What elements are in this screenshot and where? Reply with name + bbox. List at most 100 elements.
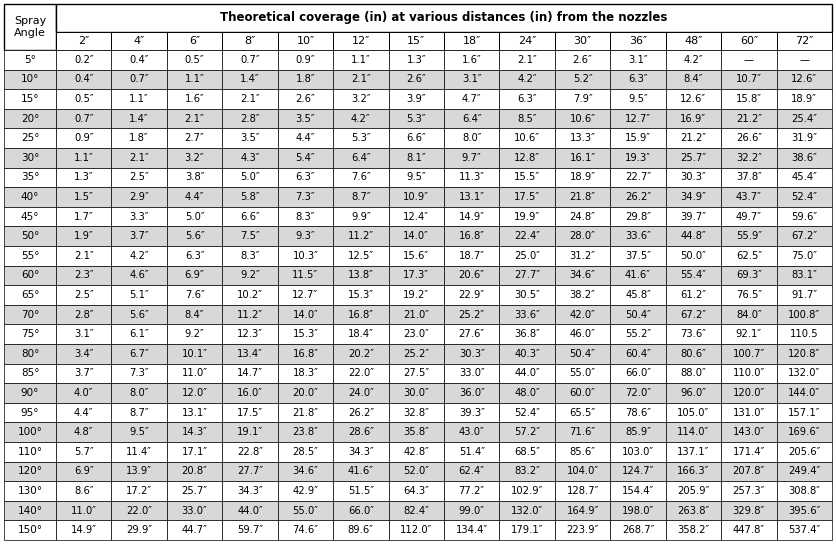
Bar	[389, 324, 444, 344]
Bar	[499, 109, 555, 128]
Bar	[555, 501, 610, 521]
Bar	[444, 501, 499, 521]
Text: 2.9″: 2.9″	[130, 192, 149, 202]
Bar	[111, 481, 167, 501]
Text: 308.8″: 308.8″	[788, 486, 820, 496]
Text: 17.5″: 17.5″	[514, 192, 540, 202]
Bar	[499, 285, 555, 305]
Text: 13.3″: 13.3″	[569, 133, 595, 143]
Bar	[721, 207, 777, 226]
Text: 16.1″: 16.1″	[569, 153, 595, 163]
Text: 9.5″: 9.5″	[628, 94, 648, 104]
Text: 36″: 36″	[629, 36, 647, 46]
Text: 3.7″: 3.7″	[74, 368, 94, 379]
Bar	[56, 246, 111, 265]
Text: 55.2″: 55.2″	[625, 329, 651, 339]
Text: 45°: 45°	[21, 212, 39, 221]
Text: 19.9″: 19.9″	[514, 212, 540, 221]
Text: 8.1″: 8.1″	[406, 153, 426, 163]
Text: 9.2″: 9.2″	[240, 270, 260, 280]
Text: 91.7″: 91.7″	[791, 290, 818, 300]
Text: 67.2″: 67.2″	[681, 310, 706, 320]
Bar	[56, 481, 111, 501]
Text: 34.6″: 34.6″	[293, 466, 319, 477]
Text: 65.5″: 65.5″	[569, 407, 595, 418]
Text: 14.7″: 14.7″	[237, 368, 263, 379]
Text: 2.6″: 2.6″	[573, 55, 593, 65]
Bar	[333, 89, 389, 109]
Text: 15.3″: 15.3″	[293, 329, 319, 339]
Bar	[444, 207, 499, 226]
Text: 3.1″: 3.1″	[462, 75, 482, 84]
Text: 70°: 70°	[21, 310, 39, 320]
Bar	[499, 265, 555, 285]
Bar	[56, 226, 111, 246]
Bar	[555, 383, 610, 403]
Bar	[4, 109, 56, 128]
Text: 1.7″: 1.7″	[74, 212, 94, 221]
Text: 130°: 130°	[18, 486, 43, 496]
Text: 3.7″: 3.7″	[130, 231, 149, 241]
Text: 25.2″: 25.2″	[403, 349, 430, 359]
Text: 537.4″: 537.4″	[788, 525, 820, 535]
Text: 5.1″: 5.1″	[130, 290, 149, 300]
Text: 38.2″: 38.2″	[569, 290, 595, 300]
Bar	[777, 344, 832, 363]
Bar	[111, 246, 167, 265]
Bar	[610, 187, 665, 207]
Text: 3.2″: 3.2″	[185, 153, 204, 163]
Text: 3.3″: 3.3″	[130, 212, 149, 221]
Bar	[4, 403, 56, 422]
Text: 85.9″: 85.9″	[625, 427, 651, 437]
Text: 1.8″: 1.8″	[296, 75, 315, 84]
Bar	[444, 226, 499, 246]
Bar	[167, 187, 222, 207]
Text: 12.5″: 12.5″	[348, 251, 374, 261]
Text: 24.8″: 24.8″	[569, 212, 595, 221]
Bar	[222, 265, 278, 285]
Text: 26.2″: 26.2″	[625, 192, 651, 202]
Text: 4.8″: 4.8″	[74, 427, 94, 437]
Bar	[56, 521, 111, 540]
Text: 5°: 5°	[24, 55, 36, 65]
Text: 12.4″: 12.4″	[403, 212, 429, 221]
Bar	[721, 363, 777, 383]
Text: 64.3″: 64.3″	[403, 486, 429, 496]
Text: 50.0″: 50.0″	[681, 251, 706, 261]
Text: 6.9″: 6.9″	[74, 466, 94, 477]
Text: 150°: 150°	[18, 525, 43, 535]
Bar	[610, 422, 665, 442]
Bar	[4, 363, 56, 383]
Text: 12.7″: 12.7″	[625, 114, 651, 123]
Bar	[111, 462, 167, 481]
Text: 120.8″: 120.8″	[788, 349, 820, 359]
Text: 9.5″: 9.5″	[130, 427, 149, 437]
Text: 13.4″: 13.4″	[237, 349, 263, 359]
Text: 8.4″: 8.4″	[684, 75, 703, 84]
Bar	[389, 383, 444, 403]
Bar	[111, 403, 167, 422]
Text: 0.7″: 0.7″	[130, 75, 149, 84]
Bar	[777, 305, 832, 324]
Bar	[389, 422, 444, 442]
Bar	[610, 226, 665, 246]
Bar	[499, 501, 555, 521]
Text: 60°: 60°	[21, 270, 39, 280]
Bar	[721, 501, 777, 521]
Bar	[555, 481, 610, 501]
Text: 18″: 18″	[462, 36, 481, 46]
Text: 447.8″: 447.8″	[733, 525, 765, 535]
Text: 7.6″: 7.6″	[351, 172, 370, 182]
Bar	[4, 462, 56, 481]
Bar	[167, 521, 222, 540]
Bar	[4, 383, 56, 403]
Bar	[333, 109, 389, 128]
Text: 60.4″: 60.4″	[625, 349, 651, 359]
Text: 100.8″: 100.8″	[788, 310, 820, 320]
Text: 26.2″: 26.2″	[348, 407, 374, 418]
Text: 30.5″: 30.5″	[514, 290, 540, 300]
Bar	[665, 344, 721, 363]
Bar	[56, 324, 111, 344]
Bar	[111, 89, 167, 109]
Text: 89.6″: 89.6″	[348, 525, 374, 535]
